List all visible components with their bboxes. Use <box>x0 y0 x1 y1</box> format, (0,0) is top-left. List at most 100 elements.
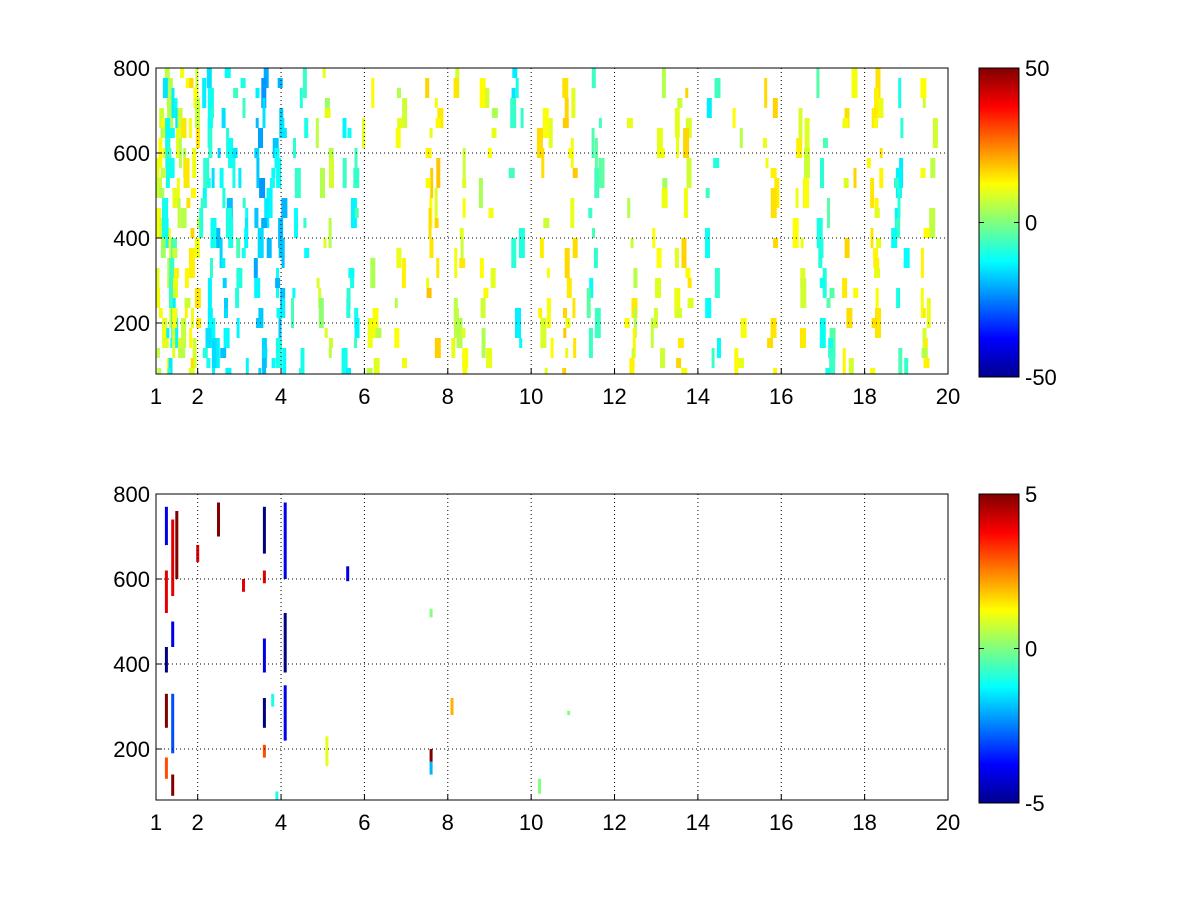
heatmap-cell <box>190 358 194 374</box>
plot-area <box>156 494 948 800</box>
heatmap-cell <box>453 78 459 98</box>
heatmap-cell <box>209 318 216 348</box>
heatmap-cell <box>256 318 260 328</box>
heatmap-cell <box>168 278 174 308</box>
heatmap-cell <box>540 318 547 348</box>
heatmap-cell <box>874 88 879 118</box>
heatmap-cell <box>196 545 200 562</box>
heatmap-cell <box>542 108 549 138</box>
heatmap-cell <box>329 158 334 188</box>
heatmap-cell <box>544 368 548 374</box>
heatmap-cell <box>705 228 710 258</box>
heatmap-cell <box>160 238 166 258</box>
heatmap-cell <box>851 68 858 98</box>
heatmap-cell <box>233 88 239 98</box>
colorbar-tick-label: 0 <box>1025 637 1037 662</box>
heatmap-cell <box>199 208 204 238</box>
heatmap-cell <box>563 328 567 338</box>
heatmap-cell <box>450 698 454 715</box>
heatmap-cell <box>462 358 468 374</box>
heatmap-cell <box>195 128 200 148</box>
heatmap-cell <box>488 208 494 218</box>
heatmap-cell <box>591 68 596 88</box>
heatmap-cell <box>770 188 777 218</box>
heatmap-cell <box>792 218 799 248</box>
heatmap-cell <box>183 158 190 188</box>
heatmap-cell <box>320 168 325 198</box>
heatmap-cell <box>711 348 715 368</box>
heatmap-cell <box>425 178 431 188</box>
heatmap-cell <box>429 761 433 775</box>
heatmap-cell <box>299 88 303 108</box>
x-tick-label: 8 <box>442 384 454 409</box>
heatmap-cell <box>329 338 333 348</box>
heatmap-cell <box>318 298 324 328</box>
heatmap-cell <box>564 248 570 278</box>
heatmap-cell <box>184 298 191 308</box>
heatmap-cell <box>674 108 680 138</box>
heatmap-cell <box>705 188 710 198</box>
heatmap-cell <box>512 68 518 78</box>
heatmap-cell <box>436 258 440 278</box>
axes-frame <box>155 67 949 375</box>
heatmap-cell <box>904 358 909 374</box>
heatmap-cell <box>170 268 176 278</box>
heatmap-cell <box>210 258 213 278</box>
heatmap-cell <box>676 308 683 318</box>
heatmap-cell <box>511 238 517 268</box>
heatmap-cell <box>168 128 175 138</box>
heatmap-cell <box>168 358 173 374</box>
heatmap-cell <box>322 68 326 78</box>
heatmap-cell <box>162 198 169 208</box>
heatmap-cell <box>262 358 267 374</box>
heatmap-cell <box>661 68 666 98</box>
heatmap-cell <box>652 228 656 248</box>
heatmap-cell <box>570 198 575 228</box>
heatmap-cell <box>764 78 768 108</box>
heatmap-cell <box>283 502 287 579</box>
heatmap-cell <box>275 338 282 368</box>
heatmap-cell <box>462 198 466 218</box>
heatmap-cell <box>283 613 287 673</box>
heatmap-cell <box>873 248 879 258</box>
heatmap-cell <box>166 78 173 108</box>
heatmap-cell <box>373 358 380 374</box>
heatmap-cell <box>194 288 201 308</box>
heatmap-cell <box>366 368 373 374</box>
heatmap-cell <box>891 228 898 248</box>
heatmap-cell <box>244 218 248 228</box>
heatmap-cell <box>257 228 264 258</box>
heatmap-cell <box>564 98 569 118</box>
y-tick-label: 200 <box>113 311 150 336</box>
x-tick-label: 8 <box>442 810 454 835</box>
heatmap-cell <box>508 168 515 178</box>
heatmap-cell <box>426 278 430 288</box>
x-tick-labels: 1 2 4 6 8 10 12 14 16 18 20 <box>150 794 960 835</box>
heatmap-cell <box>676 358 682 368</box>
heatmap-cell <box>796 138 803 158</box>
axes-frame <box>155 493 949 801</box>
heatmap-cell <box>515 308 521 338</box>
heatmap-cell <box>929 208 936 238</box>
heatmap-cell <box>461 328 466 338</box>
heatmap-cell <box>275 278 281 288</box>
heatmap-cell <box>853 288 859 298</box>
x-tick-label: 20 <box>936 384 960 409</box>
heatmap-cell <box>871 318 878 328</box>
heatmap-cell <box>375 328 382 338</box>
heatmap-cell <box>157 368 162 374</box>
heatmap-cell <box>539 238 544 258</box>
heatmap-cell <box>843 178 849 188</box>
heatmap-cell <box>177 198 181 228</box>
heatmap-cell <box>189 78 194 88</box>
x-tick-labels: 1 2 4 6 8 10 12 14 16 18 20 <box>150 368 960 409</box>
heatmap-cell <box>480 298 486 318</box>
heatmap-cell <box>874 208 880 218</box>
heatmap-cell <box>221 108 226 128</box>
heatmap-cell <box>572 168 578 178</box>
heatmap-cell <box>266 238 272 258</box>
x-tick-label: 2 <box>192 384 204 409</box>
heatmap-cell <box>878 98 884 118</box>
heatmap-cell <box>920 168 926 178</box>
y-tick-label: 800 <box>113 482 150 507</box>
